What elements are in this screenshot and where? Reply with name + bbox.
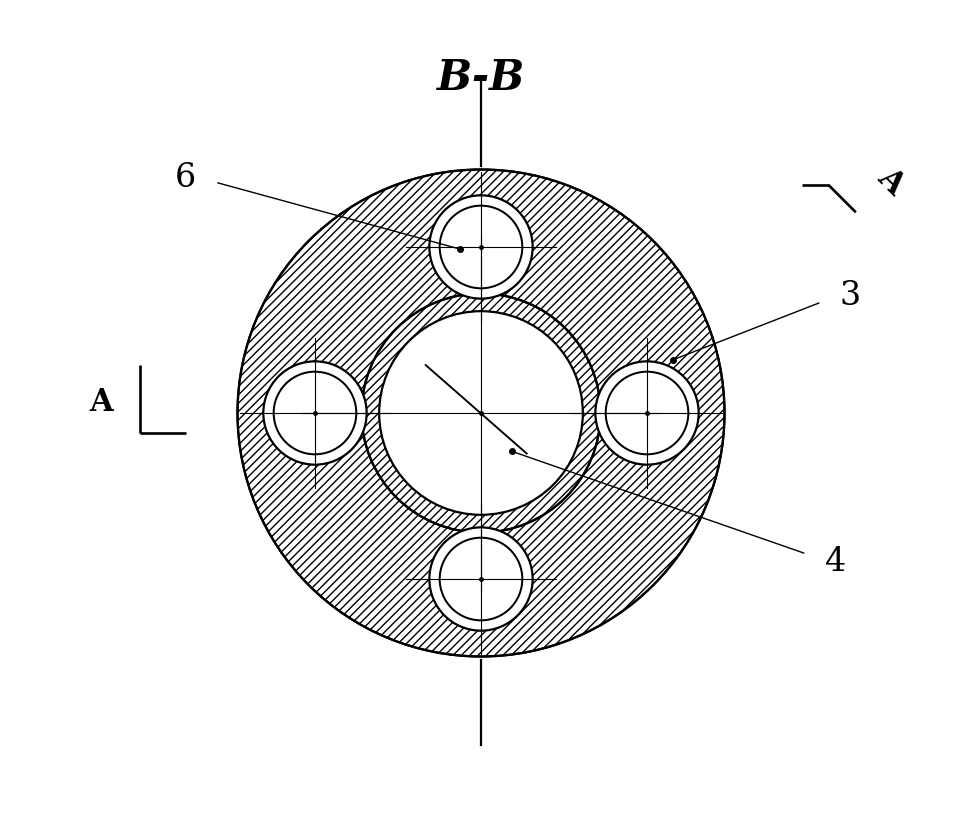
Circle shape [429, 196, 532, 299]
Circle shape [595, 362, 698, 465]
Circle shape [263, 362, 366, 465]
Text: A: A [89, 387, 112, 418]
Circle shape [595, 362, 698, 465]
Circle shape [429, 528, 532, 631]
Circle shape [379, 312, 582, 515]
Circle shape [445, 213, 516, 283]
Circle shape [361, 294, 600, 533]
Text: 4: 4 [824, 545, 845, 577]
Text: A: A [871, 162, 909, 201]
Circle shape [439, 538, 522, 620]
Text: 6: 6 [175, 162, 196, 194]
Circle shape [439, 207, 522, 289]
Circle shape [280, 379, 350, 448]
Circle shape [237, 170, 724, 657]
Circle shape [273, 372, 356, 455]
Circle shape [605, 372, 688, 455]
Circle shape [263, 362, 366, 465]
Circle shape [429, 528, 532, 631]
Circle shape [445, 544, 516, 614]
Circle shape [611, 379, 681, 448]
Circle shape [429, 196, 532, 299]
Text: B-B: B-B [436, 57, 525, 99]
Text: 3: 3 [838, 280, 860, 312]
